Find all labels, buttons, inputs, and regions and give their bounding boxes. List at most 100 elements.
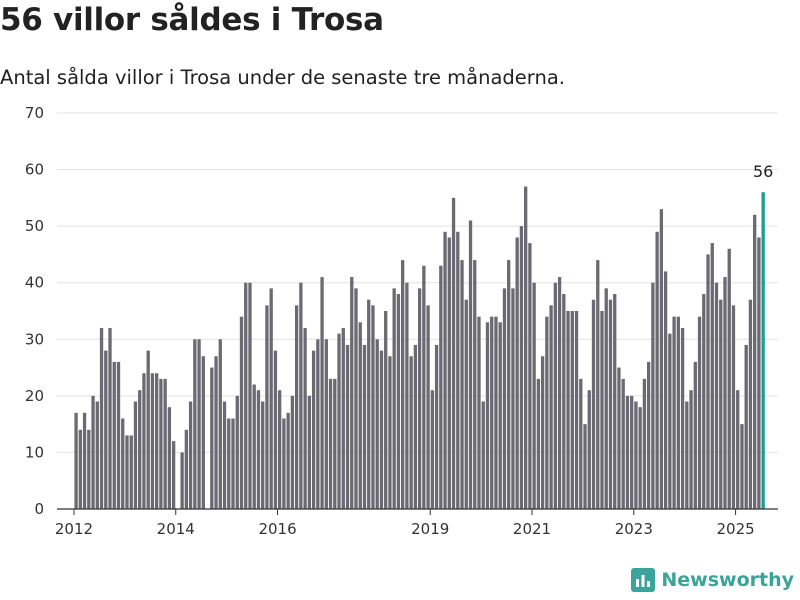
bar [613, 294, 617, 509]
bar [702, 294, 706, 509]
bar [608, 299, 613, 509]
bar [579, 378, 583, 509]
y-tick-label: 10 [25, 443, 44, 461]
bar [371, 305, 375, 509]
bar [663, 271, 668, 509]
bar [672, 316, 676, 509]
bar [401, 260, 405, 509]
bar [753, 214, 757, 509]
bar [261, 401, 265, 509]
bar [634, 401, 638, 509]
bar [507, 260, 511, 509]
bar [286, 412, 290, 509]
bar [685, 401, 689, 509]
bar [150, 373, 155, 509]
bar [587, 390, 591, 509]
bar [320, 277, 324, 509]
bar [350, 277, 354, 509]
bar [116, 361, 121, 509]
bar [481, 401, 485, 509]
y-tick-label: 50 [25, 217, 44, 235]
bar [222, 401, 227, 509]
bar [214, 356, 218, 509]
bar [82, 412, 87, 509]
bar [689, 390, 693, 509]
bar [354, 288, 358, 509]
bar [138, 390, 142, 509]
bar [642, 378, 647, 509]
bar [591, 299, 596, 509]
bar [727, 248, 731, 509]
bar [201, 356, 205, 509]
bar [646, 361, 651, 509]
bar [311, 350, 316, 509]
bar [299, 282, 303, 509]
bar [74, 412, 78, 509]
bar [477, 316, 481, 509]
bar [252, 384, 256, 509]
bar [367, 299, 371, 509]
bar [430, 390, 434, 509]
bar [744, 344, 748, 509]
bar [757, 237, 761, 509]
y-tick-label: 30 [25, 330, 44, 348]
bar [494, 316, 498, 509]
bar [184, 429, 189, 509]
bar [256, 390, 261, 509]
bar [210, 367, 214, 509]
bar [112, 361, 116, 509]
bar [146, 350, 150, 509]
bar [570, 311, 574, 509]
bar [384, 311, 388, 509]
bar [282, 418, 286, 509]
bar [638, 407, 642, 509]
bar [163, 378, 167, 509]
bar [388, 356, 392, 509]
y-tick-label: 70 [25, 104, 44, 122]
bar [630, 395, 634, 509]
bar [490, 316, 494, 509]
bar [545, 316, 549, 509]
bar [464, 299, 468, 509]
bar [278, 390, 282, 509]
bar [231, 418, 235, 509]
y-tick-label: 0 [34, 500, 44, 518]
bar [443, 231, 447, 510]
bar [473, 260, 477, 509]
bar [434, 344, 439, 509]
bar [719, 299, 723, 509]
bar [235, 395, 239, 509]
bar [693, 361, 697, 509]
bar-value-label: 56 [753, 162, 773, 181]
bar [95, 401, 99, 509]
chart-title: 56 villor såldes i Trosa [0, 2, 384, 38]
bar [239, 316, 244, 509]
bar [524, 186, 528, 510]
bar [714, 282, 719, 509]
y-tick-label: 60 [25, 161, 44, 179]
bar [761, 192, 765, 509]
bar [218, 339, 222, 509]
bar [422, 265, 426, 509]
bar [596, 260, 600, 509]
bar [87, 429, 91, 509]
bar [167, 407, 172, 509]
bar [417, 288, 422, 509]
bar [180, 452, 184, 509]
bar [528, 243, 532, 510]
bar [171, 441, 176, 509]
bar [155, 373, 159, 509]
bar [532, 282, 536, 509]
bar [129, 435, 133, 509]
bar [651, 282, 655, 509]
bar [447, 237, 451, 509]
bar [409, 356, 413, 509]
bar [78, 429, 82, 509]
bar [655, 231, 659, 510]
x-tick-label: 2021 [513, 520, 551, 538]
bar [328, 378, 333, 509]
bar [574, 311, 579, 509]
bar [600, 311, 604, 509]
bar [104, 350, 108, 509]
bar [91, 395, 95, 509]
